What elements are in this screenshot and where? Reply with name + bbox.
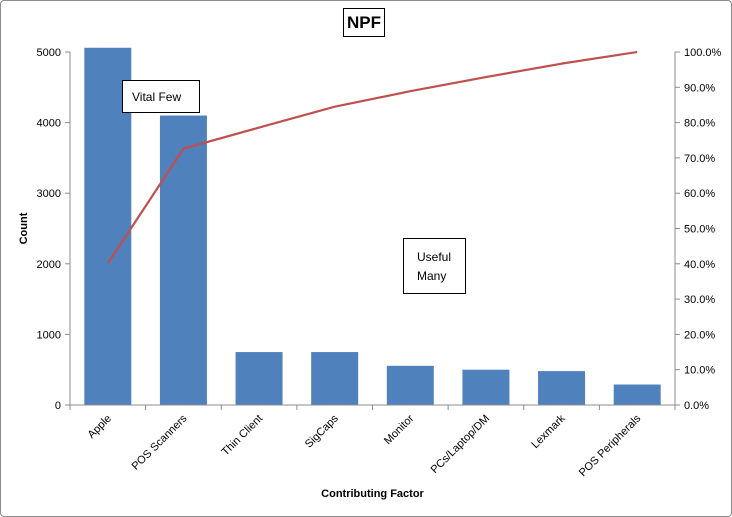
- callout-vital-few: Vital Few: [122, 80, 200, 113]
- callout-useful-many: Useful Many: [403, 238, 466, 294]
- x-tick-label-0: Apple: [86, 413, 114, 441]
- chart-title: NPF: [343, 8, 385, 37]
- x-tick-label-7: POS Peripherals: [577, 412, 644, 479]
- bar-7: [613, 384, 661, 405]
- y-tick-label-right-8: 80.0%: [684, 118, 715, 130]
- callout-vital-few-text: Vital Few: [132, 90, 182, 104]
- y-tick-label-right-0: 0.0%: [684, 400, 709, 412]
- bar-1: [159, 115, 207, 405]
- callout-useful-line2: Many: [417, 269, 447, 283]
- y-tick-label-left-4: 4000: [37, 118, 61, 130]
- y-tick-label-left-3: 3000: [37, 188, 61, 200]
- y-tick-label-right-3: 30.0%: [684, 294, 715, 306]
- x-tick-label-1: POS Scanners: [130, 412, 190, 472]
- bar-6: [538, 371, 586, 405]
- y-tick-label-left-5: 5000: [37, 47, 61, 59]
- x-tick-label-5: PCs/Laptop/DM: [429, 413, 492, 476]
- x-tick-label-4: Monitor: [382, 412, 417, 447]
- y-tick-label-right-7: 70.0%: [684, 153, 715, 165]
- y-tick-label-left-1: 1000: [37, 329, 61, 341]
- x-tick-label-2: Thin Client: [220, 413, 266, 459]
- y-tick-label-left-2: 2000: [37, 259, 61, 271]
- y-axis-title: Count: [18, 212, 30, 244]
- y-tick-label-left-0: 0: [55, 400, 61, 412]
- cumulative-percent-line: [106, 50, 638, 265]
- x-tick-label-6: Lexmark: [529, 412, 568, 451]
- y-tick-label-right-4: 40.0%: [684, 259, 715, 271]
- y-tick-label-right-1: 10.0%: [684, 365, 715, 377]
- bar-3: [311, 352, 359, 405]
- y-tick-label-right-9: 90.0%: [684, 82, 715, 94]
- y-tick-label-right-10: 100.0%: [684, 47, 722, 59]
- y-tick-label-right-5: 50.0%: [684, 224, 715, 236]
- bar-4: [386, 365, 434, 405]
- y-tick-label-right-2: 20.0%: [684, 329, 715, 341]
- bar-2: [235, 352, 283, 405]
- bar-5: [462, 369, 510, 405]
- y-tick-label-right-6: 60.0%: [684, 188, 715, 200]
- x-axis-title: Contributing Factor: [321, 488, 424, 500]
- x-tick-label-3: SigCaps: [303, 412, 341, 450]
- callout-useful-line1: Useful: [417, 250, 452, 264]
